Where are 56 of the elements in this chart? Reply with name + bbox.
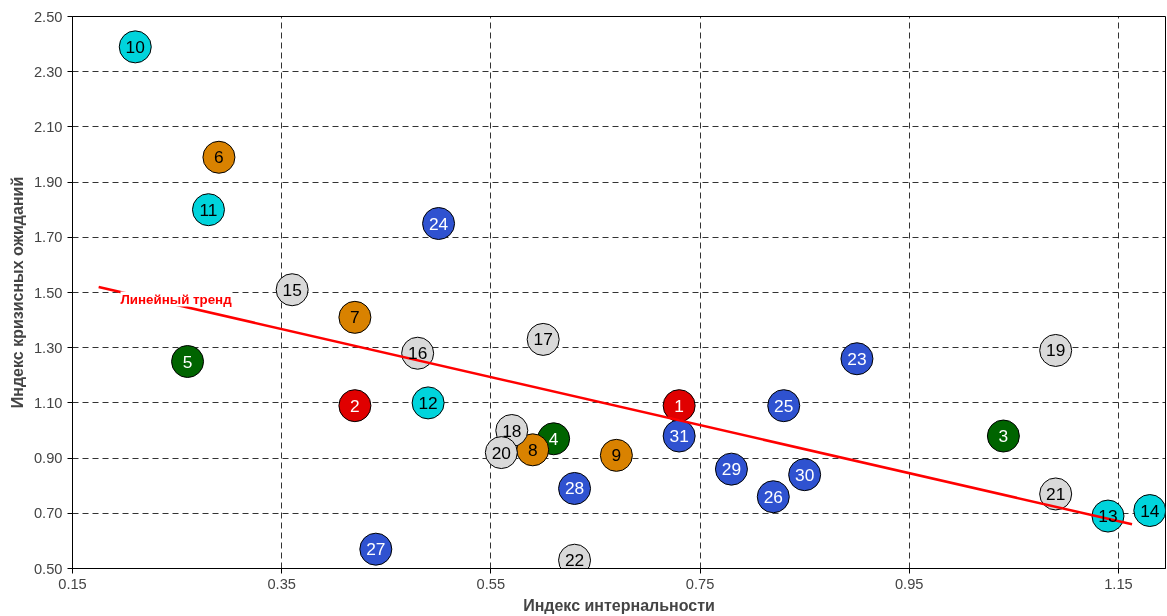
series-label: 30 (795, 464, 815, 485)
y-tick-label: 1.90 (33, 174, 63, 191)
y-axis-title: Индекс кризисных ожиданий (8, 176, 26, 409)
point (202, 140, 236, 174)
y-tick-label: 2.10 (33, 118, 63, 135)
x-tick-label: 1.15 (1104, 575, 1133, 592)
series-label: 26 (763, 486, 783, 507)
series-label: 16 (408, 343, 428, 364)
y-tick-label: 1.50 (33, 284, 63, 301)
y-tick-label: 0.70 (33, 505, 63, 522)
y-tick-label: 1.10 (33, 394, 63, 411)
series-label: 20 (491, 442, 511, 463)
annotation: Линейный тренд (120, 291, 233, 307)
point (986, 419, 1020, 453)
x-tick-label: 0.15 (58, 575, 87, 592)
y-tick-label: 0.50 (33, 560, 63, 577)
series-label: 7 (350, 307, 360, 328)
series-label: 24 (428, 213, 449, 234)
series-label: 2 (350, 395, 360, 416)
series-label: 21 (1046, 483, 1066, 504)
y-tick-label: 0.90 (33, 450, 63, 467)
series-label: 25 (774, 395, 794, 416)
x-tick-label: 0.75 (685, 575, 715, 592)
y-tick-label: 1.70 (33, 229, 63, 246)
y-tick-label: 2.30 (33, 63, 63, 80)
series-label: 8 (527, 439, 538, 460)
series-label: 15 (282, 279, 302, 300)
series-label: 12 (418, 392, 438, 413)
series-label: 1 (674, 395, 684, 416)
series-label: 14 (1140, 500, 1160, 521)
series-label: 3 (998, 426, 1009, 447)
series-label: 28 (564, 478, 585, 499)
series-label: 10 (125, 36, 145, 57)
series-label: 11 (199, 199, 218, 220)
series-label: 31 (669, 426, 689, 447)
series-label: 19 (1046, 340, 1066, 361)
series-label: 5 (182, 351, 193, 372)
series-label: 22 (564, 550, 585, 571)
point (338, 300, 372, 334)
series-label: 29 (721, 459, 742, 480)
x-tick-label: 0.95 (894, 575, 924, 592)
series-label: 18 (502, 420, 522, 441)
x-tick-label: 0.35 (267, 575, 296, 592)
y-tick-label: 1.30 (33, 339, 63, 356)
series-label: 4 (548, 428, 559, 449)
point (171, 345, 205, 378)
y-tick-label: 2.50 (33, 8, 63, 25)
point (599, 438, 633, 472)
series-label: 27 (366, 539, 386, 560)
x-axis-title: Индекс интернальности (523, 596, 715, 614)
x-tick-label: 0.55 (476, 575, 506, 592)
point (338, 389, 372, 423)
series-label: 6 (214, 147, 224, 168)
series-label: 23 (847, 348, 867, 369)
series-label: 9 (611, 445, 622, 466)
series-label: 17 (533, 329, 553, 350)
